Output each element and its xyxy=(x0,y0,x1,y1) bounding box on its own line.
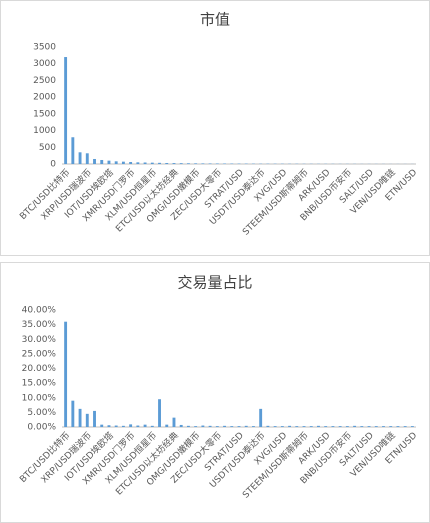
y-tick-label: 40.00% xyxy=(22,306,57,316)
bar xyxy=(194,163,198,164)
bar xyxy=(259,408,263,427)
bar xyxy=(158,162,161,164)
bar xyxy=(201,425,205,427)
y-tick-label: 15.00% xyxy=(22,379,57,389)
bar xyxy=(324,426,328,427)
bar xyxy=(382,426,385,427)
bar xyxy=(143,162,147,164)
bar xyxy=(396,426,400,427)
bar xyxy=(93,158,96,164)
bar xyxy=(85,153,89,164)
bar xyxy=(186,425,190,427)
bar xyxy=(215,163,219,164)
y-tick-label: 500 xyxy=(39,143,56,153)
bar xyxy=(172,417,176,427)
y-tick-label: 25.00% xyxy=(22,349,57,359)
bar xyxy=(129,424,133,427)
bar xyxy=(179,424,183,427)
bar xyxy=(93,410,96,427)
bar xyxy=(360,426,364,427)
bar xyxy=(107,160,111,164)
y-tick-label: 2000 xyxy=(33,93,56,103)
bar xyxy=(345,426,349,427)
bar xyxy=(71,400,75,427)
bar xyxy=(78,408,82,427)
bar xyxy=(215,426,219,427)
bar xyxy=(309,426,313,427)
bar xyxy=(403,426,407,427)
y-tick-label: 5.00% xyxy=(27,408,56,418)
bar xyxy=(230,426,234,427)
bar xyxy=(410,426,414,427)
bar xyxy=(266,425,270,427)
bar xyxy=(186,163,190,164)
bar xyxy=(194,426,198,427)
bar xyxy=(172,163,176,164)
bar xyxy=(244,425,248,427)
bar xyxy=(121,425,125,427)
bar xyxy=(121,161,125,164)
bar xyxy=(223,163,226,164)
bar xyxy=(85,413,89,427)
bar xyxy=(338,426,342,427)
chart-title: 交易量占比 xyxy=(177,274,252,292)
bar xyxy=(302,426,306,427)
bar xyxy=(252,426,255,427)
y-tick-label: 1500 xyxy=(33,109,56,119)
bar xyxy=(107,425,111,427)
y-tick-label: 1000 xyxy=(33,126,56,136)
y-tick-label: 2500 xyxy=(33,76,56,86)
bar xyxy=(295,426,299,427)
y-tick-label: 3500 xyxy=(33,43,56,53)
bar xyxy=(100,424,104,427)
bar xyxy=(64,57,68,164)
y-tick-label: 0.00% xyxy=(27,423,56,433)
bar xyxy=(374,426,378,427)
bar xyxy=(150,425,154,427)
bar xyxy=(114,161,118,164)
bar xyxy=(129,161,133,164)
bar xyxy=(208,425,212,427)
bar xyxy=(114,425,118,427)
bar xyxy=(179,163,183,164)
bar xyxy=(64,321,68,427)
bar xyxy=(223,425,226,427)
bar xyxy=(208,163,212,164)
bar xyxy=(317,425,320,427)
y-tick-label: 20.00% xyxy=(22,364,57,374)
bar xyxy=(143,424,147,427)
bar xyxy=(389,426,393,427)
bar xyxy=(165,162,169,164)
bar xyxy=(331,426,335,427)
bar xyxy=(100,159,104,164)
y-tick-label: 10.00% xyxy=(22,393,57,403)
bar xyxy=(273,426,277,427)
bar xyxy=(136,425,140,427)
y-tick-label: 0 xyxy=(50,160,56,170)
bar xyxy=(201,163,205,164)
bar xyxy=(136,162,140,164)
bar xyxy=(150,162,154,164)
bar xyxy=(158,399,161,427)
panel xyxy=(0,0,430,256)
bar xyxy=(71,137,75,164)
bar xyxy=(78,152,82,164)
panel xyxy=(0,262,430,523)
bar xyxy=(367,426,371,427)
y-tick-label: 30.00% xyxy=(22,335,57,345)
bar xyxy=(280,426,284,427)
bar xyxy=(237,426,241,427)
bar xyxy=(288,425,292,427)
y-tick-label: 35.00% xyxy=(22,320,57,330)
y-tick-label: 3000 xyxy=(33,59,56,69)
bar xyxy=(353,425,357,427)
bar xyxy=(165,424,169,427)
chart-title: 市值 xyxy=(200,11,230,29)
